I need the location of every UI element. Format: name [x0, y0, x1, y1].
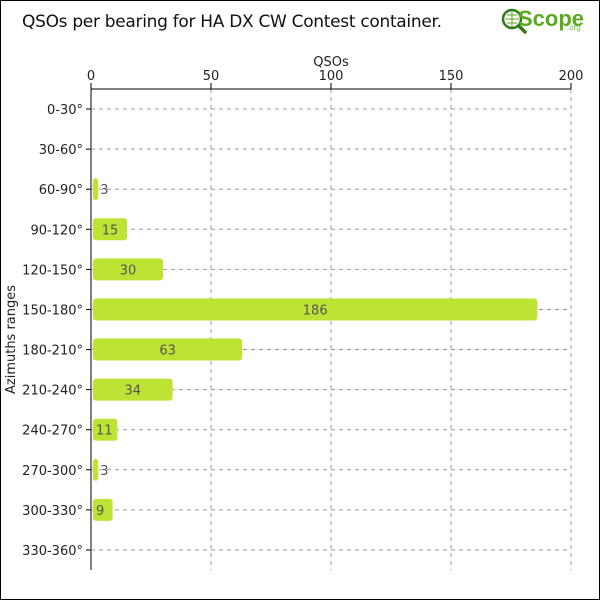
y-tick-label: 210-240° — [22, 384, 83, 399]
qscope-logo — [500, 4, 588, 38]
y-tick-label: 330-360° — [22, 544, 83, 559]
x-tick-label: 0 — [87, 69, 95, 84]
x-axis-title: QSOs — [313, 55, 349, 70]
data-label: 15 — [102, 223, 119, 238]
x-tick-label: 100 — [319, 69, 344, 84]
x-tick-label: 200 — [559, 69, 584, 84]
chart-title: QSOs per bearing for HA DX CW Contest co… — [22, 12, 442, 32]
data-label: 63 — [159, 344, 176, 359]
y-tick-label: 270-300° — [22, 464, 83, 479]
bar — [93, 218, 127, 241]
data-label: 34 — [125, 384, 142, 399]
data-label: 11 — [96, 424, 113, 439]
y-axis-title: Azimuths ranges — [4, 285, 19, 394]
y-tick-label: 90-120° — [30, 223, 83, 238]
bar — [93, 298, 538, 321]
y-tick-label: 0-30° — [47, 103, 83, 118]
bar — [93, 458, 99, 481]
y-tick-label: 60-90° — [39, 183, 83, 198]
data-label: 186 — [303, 303, 328, 318]
bar — [93, 418, 118, 441]
data-label: 9 — [96, 504, 104, 519]
data-label: 3 — [100, 183, 108, 198]
bar — [93, 178, 99, 201]
y-tick-label: 30-60° — [39, 143, 83, 158]
bar — [93, 378, 173, 401]
data-label: 3 — [100, 464, 108, 479]
x-tick-label: 150 — [439, 69, 464, 84]
y-tick-label: 300-330° — [22, 504, 83, 519]
x-tick-label: 50 — [203, 69, 220, 84]
bar — [93, 258, 163, 281]
logo-text: Scope — [518, 6, 585, 31]
logo-suffix: .org — [567, 23, 581, 32]
bar — [93, 338, 243, 361]
bar — [93, 498, 113, 521]
y-tick-label: 120-150° — [22, 263, 83, 278]
y-tick-label: 240-270° — [22, 424, 83, 439]
y-tick-label: 180-210° — [22, 344, 83, 359]
data-label: 30 — [120, 263, 137, 278]
magnifier-icon — [501, 8, 527, 34]
y-tick-label: 150-180° — [22, 303, 83, 318]
